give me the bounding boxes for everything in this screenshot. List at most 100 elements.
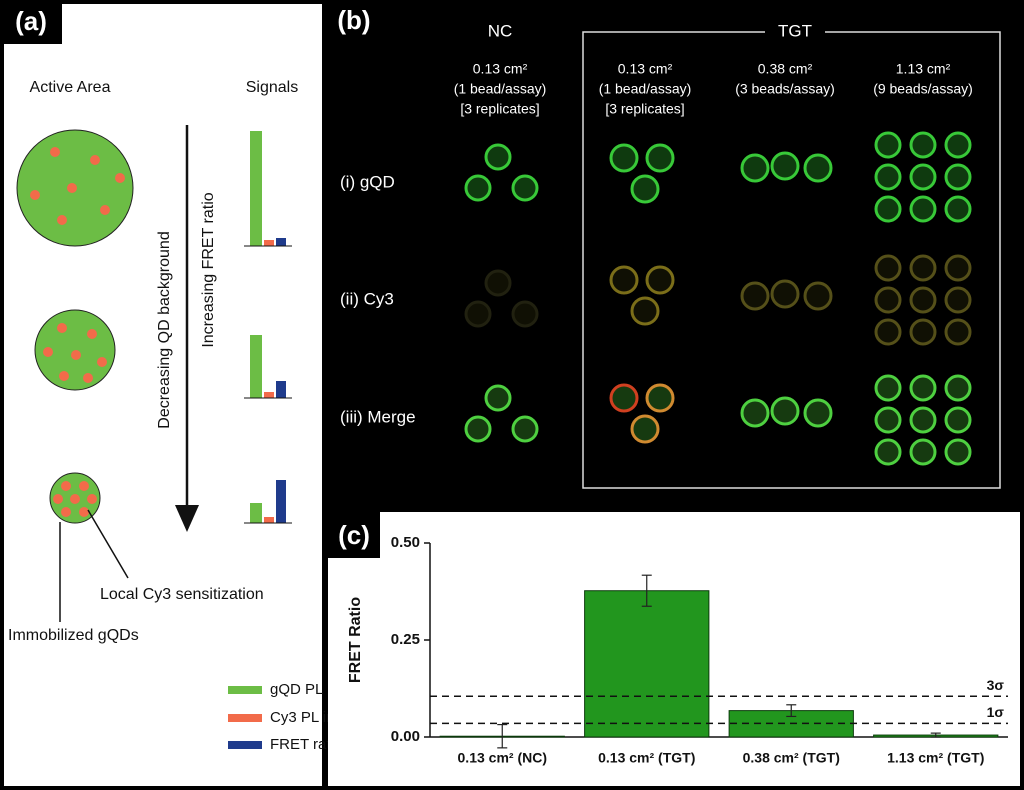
bead — [944, 286, 972, 314]
bead — [909, 286, 937, 314]
header: Active Area — [30, 79, 111, 96]
column-label: (1 bead/assay) — [599, 81, 692, 97]
bead — [609, 383, 639, 413]
header: Signals — [246, 79, 298, 96]
tgt-gap — [765, 22, 825, 42]
column-label: (3 beads/assay) — [735, 81, 835, 97]
legend-swatch — [228, 741, 262, 749]
bead — [511, 300, 539, 328]
label-box — [328, 512, 380, 558]
bead — [874, 374, 902, 402]
threshold-label: 1σ — [987, 704, 1005, 720]
bead — [770, 279, 800, 309]
bead — [464, 300, 492, 328]
bead — [740, 153, 770, 183]
bead — [874, 286, 902, 314]
legend-swatch — [228, 686, 262, 694]
panel-label: (b) — [337, 5, 370, 35]
bead — [740, 281, 770, 311]
y-axis-label: FRET Ratio — [347, 597, 364, 683]
bead — [944, 374, 972, 402]
bead — [874, 195, 902, 223]
label-box — [0, 0, 62, 44]
bar — [584, 590, 710, 738]
bead — [803, 398, 833, 428]
bead — [944, 406, 972, 434]
bead — [909, 163, 937, 191]
bead — [464, 174, 492, 202]
x-tick-label: 0.13 cm² (NC) — [458, 750, 547, 766]
bead — [484, 143, 512, 171]
bead — [484, 269, 512, 297]
bead — [874, 163, 902, 191]
column-label: 0.13 cm² — [473, 61, 528, 77]
arrow-label: Decreasing QD background — [156, 231, 173, 428]
bead — [874, 406, 902, 434]
bead — [944, 254, 972, 282]
bead — [909, 131, 937, 159]
x-tick-label: 0.38 cm² (TGT) — [743, 750, 840, 766]
x-tick-label: 0.13 cm² (TGT) — [598, 750, 695, 766]
bead — [770, 396, 800, 426]
callout-lines — [59, 125, 189, 622]
bead — [874, 318, 902, 346]
bead — [909, 254, 937, 282]
panel-label: (c) — [338, 520, 370, 550]
row-label: (i) gQD — [340, 172, 395, 191]
chart: 0.00 0.25 0.50 0.13 cm² (NC) 0.13 cm² (TGT) 0… — [391, 534, 1008, 766]
panel-label: (a) — [15, 6, 47, 36]
bead — [511, 174, 539, 202]
column-label: [3 replicates] — [605, 101, 684, 117]
bead — [770, 151, 800, 181]
bead — [944, 131, 972, 159]
row-label: (ii) Cy3 — [340, 289, 394, 308]
bead — [803, 153, 833, 183]
column-label: (9 beads/assay) — [873, 81, 973, 97]
bead — [909, 406, 937, 434]
callout: Immobilized gQDs — [8, 627, 139, 644]
bead — [511, 415, 539, 443]
signal-bars — [244, 131, 292, 524]
bead — [909, 374, 937, 402]
bead — [609, 143, 639, 173]
cy3-dots — [30, 147, 125, 517]
column-label: 0.38 cm² — [758, 61, 813, 77]
column-label: 0.13 cm² — [618, 61, 673, 77]
arrow-label: Increasing FRET ratio — [200, 192, 217, 347]
bead — [609, 265, 639, 295]
bead-image — [464, 131, 972, 466]
group-label: TGT — [778, 21, 812, 40]
bead — [944, 438, 972, 466]
bead — [740, 398, 770, 428]
bead — [944, 163, 972, 191]
column-label: 1.13 cm² — [896, 61, 951, 77]
bead — [630, 414, 660, 444]
bead — [944, 195, 972, 223]
legend-swatch — [228, 714, 262, 722]
y-tick-label: 0.50 — [391, 534, 420, 551]
arrow-head — [175, 505, 199, 532]
bead — [630, 296, 660, 326]
bead — [874, 131, 902, 159]
y-tick-label: 0.25 — [391, 631, 420, 648]
column-labels: 0.13 cm² (1 bead/assay) [3 replicates] 0.13… — [454, 61, 973, 117]
group-label: NC — [488, 21, 513, 40]
bead — [484, 384, 512, 412]
bead — [874, 254, 902, 282]
bead — [645, 143, 675, 173]
bead — [944, 318, 972, 346]
column-label: (1 bead/assay) — [454, 81, 547, 97]
bead — [645, 383, 675, 413]
bead — [630, 174, 660, 204]
bead — [803, 281, 833, 311]
bead — [464, 415, 492, 443]
threshold-label: 3σ — [987, 677, 1005, 693]
y-tick-label: 0.00 — [391, 728, 420, 745]
bead — [909, 318, 937, 346]
column-label: [3 replicates] — [460, 101, 539, 117]
callout: Local Cy3 sensitization — [100, 586, 264, 603]
legend-label: FRET ratio — [270, 736, 342, 753]
bead — [874, 438, 902, 466]
